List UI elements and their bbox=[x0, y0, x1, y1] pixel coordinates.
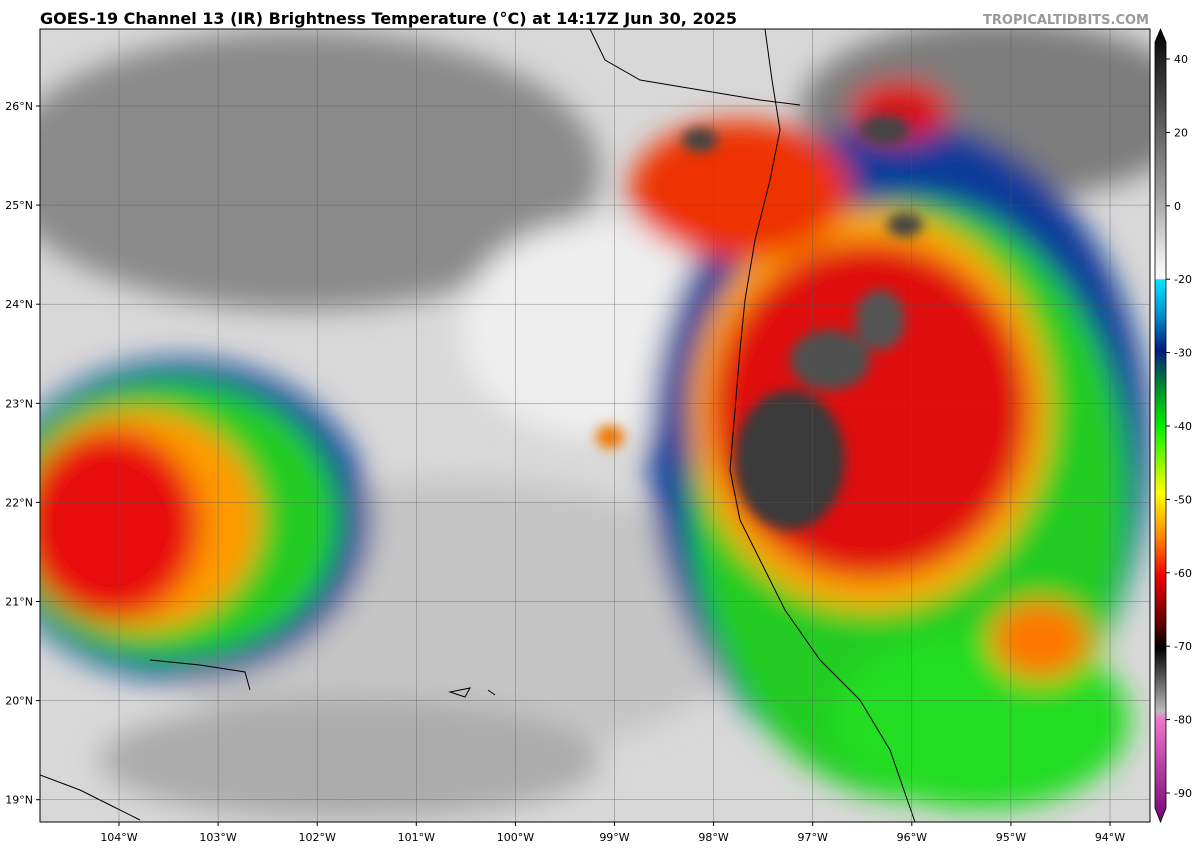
lon-label: 102°W bbox=[299, 831, 336, 844]
satellite-imagery bbox=[40, 29, 1150, 822]
coastline bbox=[40, 29, 916, 822]
lat-label: 24°N bbox=[5, 298, 33, 311]
title: GOES-19 Channel 13 (IR) Brightness Tempe… bbox=[40, 9, 737, 28]
colorbar-label: -90 bbox=[1174, 787, 1192, 800]
colorbar-fill bbox=[1154, 27, 1167, 824]
colorbar: 40 20 0 -20 -30 -40 -50 -60 -70 -80 -90 bbox=[1154, 27, 1192, 824]
lon-label: 100°W bbox=[497, 831, 534, 844]
lat-label: 26°N bbox=[5, 100, 33, 113]
lon-label: 97°W bbox=[798, 831, 828, 844]
lon-label: 96°W bbox=[897, 831, 927, 844]
lat-label: 23°N bbox=[5, 397, 33, 410]
lon-label: 98°W bbox=[698, 831, 728, 844]
colorbar-label: -40 bbox=[1174, 420, 1192, 433]
watermark: TROPICALTIDBITS.COM bbox=[983, 13, 1149, 28]
lat-label: 21°N bbox=[5, 596, 33, 609]
lon-label: 94°W bbox=[1095, 831, 1125, 844]
map-frame bbox=[39, 28, 1151, 823]
colorbar-label: -50 bbox=[1174, 493, 1192, 506]
lat-label: 25°N bbox=[5, 199, 33, 212]
lon-label: 103°W bbox=[199, 831, 236, 844]
colorbar-label: -70 bbox=[1174, 640, 1192, 653]
lon-label: 95°W bbox=[996, 831, 1026, 844]
lon-label: 99°W bbox=[599, 831, 629, 844]
lon-label: 101°W bbox=[398, 831, 435, 844]
colorbar-label: -20 bbox=[1174, 273, 1192, 286]
cold-cores bbox=[596, 115, 923, 530]
colorbar-label: 20 bbox=[1174, 126, 1188, 139]
colorbar-label: 40 bbox=[1174, 53, 1188, 66]
lat-label: 19°N bbox=[5, 794, 33, 807]
colorbar-label: -30 bbox=[1174, 347, 1192, 360]
graticule: 104°W 103°W 102°W 101°W 100°W 99°W 98°W 97°W 96°… bbox=[5, 29, 1150, 844]
colorbar-label: -60 bbox=[1174, 567, 1192, 580]
lat-label: 20°N bbox=[5, 695, 33, 708]
lat-label: 22°N bbox=[5, 496, 33, 509]
lon-label: 104°W bbox=[100, 831, 137, 844]
colorbar-label: -80 bbox=[1174, 714, 1192, 727]
colorbar-label: 0 bbox=[1174, 200, 1181, 213]
